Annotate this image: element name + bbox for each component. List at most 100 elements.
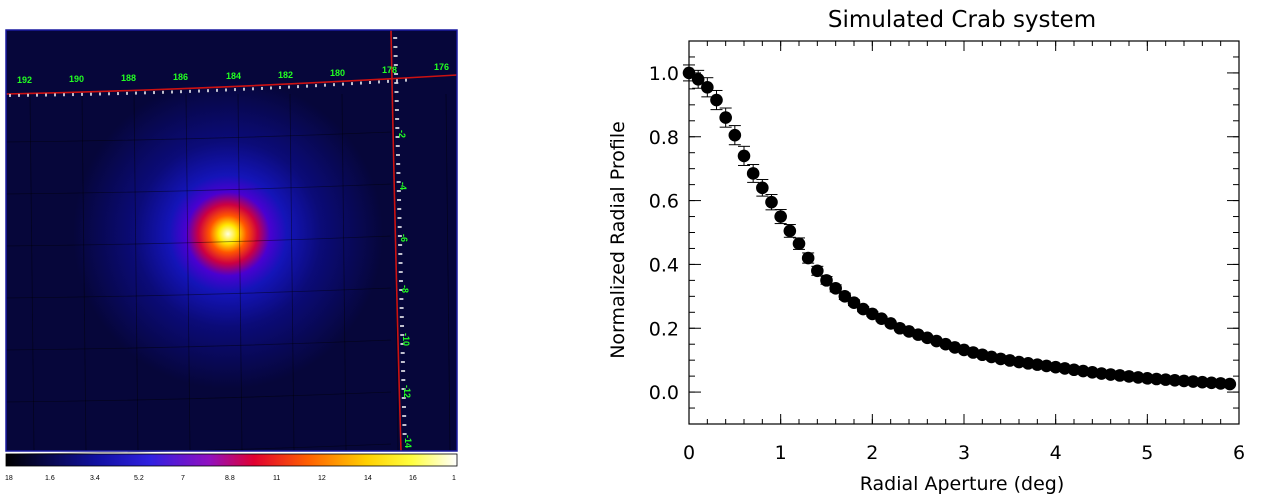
colorbar-label: 14 [364,475,372,482]
x-tick-label: 5 [1141,442,1153,464]
colorbar-label: 1.6 [45,475,55,482]
data-point [728,128,742,142]
colorbar-label: 7 [181,475,185,482]
data-point [1086,365,1099,379]
data-point [1141,372,1154,385]
longitude-axis-curve [5,74,458,95]
y-tick-label: 0.4 [649,254,679,276]
y-tick-label: 0.2 [649,318,679,340]
data-point [1122,370,1136,383]
data-point [1113,369,1127,382]
lat-label: -8 [400,285,410,293]
data-point [756,181,769,195]
plot-frame [688,40,1240,425]
grid-line [5,235,392,247]
data-point [1058,362,1072,375]
x-tick-label: 2 [866,442,878,464]
grid-line [445,93,451,452]
sky-map: 192 190 188 186 184 182 180 178 176 -2 -… [5,29,458,482]
lat-label: -4 [398,182,408,190]
error-bars [683,64,888,322]
colorbar-label: 16 [409,475,417,482]
data-point [966,346,980,359]
sky-map-frame [5,29,458,452]
data-point [1168,373,1182,387]
data-point [1205,376,1218,390]
data-point [1159,373,1172,386]
data-point [921,331,934,345]
data-point [847,296,861,310]
source-emission [6,30,457,451]
data-point [710,93,723,107]
data-point [875,312,888,325]
colorbar-label: 11 [273,475,280,482]
data-point [1003,354,1017,367]
data-point [1214,377,1227,390]
data-point [856,302,870,316]
latitude-axis-curve [390,29,402,452]
grid-line [5,131,392,143]
y-tick-label: 0.0 [649,382,679,404]
data-point [1049,360,1062,374]
lon-label: 190 [69,74,84,84]
colorbar-label: 12 [318,475,326,482]
data-point [1031,358,1044,371]
data-point [1177,374,1191,388]
longitude-labels: 192 190 188 186 184 182 180 178 176 [17,62,449,85]
data-point [829,282,842,295]
data-point [1104,368,1117,381]
lon-label: 184 [226,71,241,81]
x-tick-label: 6 [1233,442,1245,464]
lat-label: -12 [402,385,412,398]
data-point [994,352,1007,366]
data-point [976,348,989,362]
data-point [746,167,760,180]
data-point [765,195,778,209]
data-point [1223,377,1237,391]
data-point [1150,372,1163,386]
y-tick-label: 0.8 [649,127,679,149]
grid-line [237,93,243,452]
data-point [893,321,907,335]
data-point [930,334,943,348]
data-point [1067,363,1081,377]
data-point [1040,359,1053,373]
grid-line [29,93,35,452]
data-point [1012,355,1026,369]
data-point [820,274,833,287]
colorbar [5,453,458,467]
chart-title: Simulated Crab system [828,7,1096,33]
colorbar-label: 8.8 [225,475,235,482]
y-tick-label: 1.0 [649,63,679,85]
grid-line [5,183,392,195]
axis-ticks [688,40,1240,425]
lat-label: -14 [403,435,413,448]
data-point [737,149,751,163]
grid-line [133,93,139,452]
data-point [1131,371,1145,384]
x-tick-label: 3 [958,442,970,464]
colorbar-label: 18 [5,475,13,482]
latitude-labels: -2 -4 -6 -8 -10 -12 -14 [397,130,413,448]
data-point [1095,367,1108,380]
lon-label: 176 [434,62,449,72]
lon-label: 180 [330,68,345,78]
x-axis-label: Radial Aperture (deg) [860,473,1065,495]
data-points [682,66,1237,391]
data-point [985,350,998,364]
data-point [1196,375,1209,389]
grid-line [5,339,392,351]
data-point [838,290,852,303]
data-point [957,343,971,357]
x-tick-label: 0 [683,442,695,464]
grid-line [81,93,87,452]
lon-label: 182 [278,70,293,80]
data-point [911,328,925,341]
data-point [811,264,824,278]
data-point [792,237,806,250]
lat-label: -10 [401,333,411,346]
colorbar-labels: 18 1.6 3.4 5.2 7 8.8 11 12 14 16 1 [5,475,456,482]
lat-label: -6 [399,234,409,242]
data-point [866,307,879,321]
data-point [902,325,916,338]
